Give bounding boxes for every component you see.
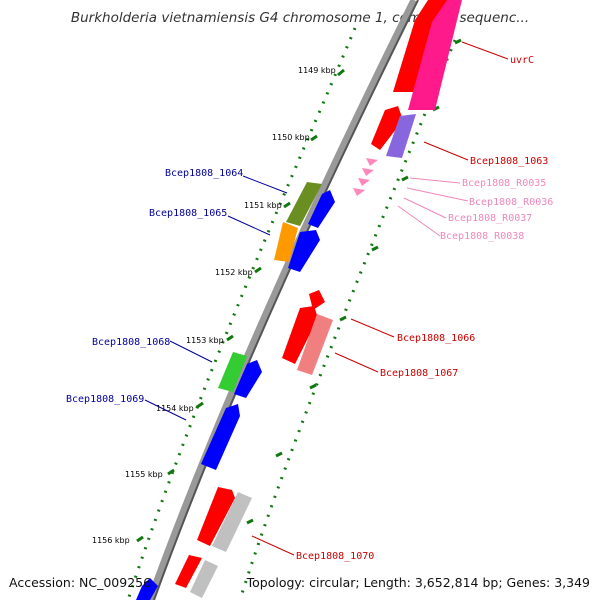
- rna-0037: [358, 178, 370, 186]
- outer-tick-h: [246, 518, 254, 525]
- tick-1152: [254, 266, 262, 274]
- leader-1063: [423, 141, 469, 161]
- gene-1068-blue: [234, 360, 262, 398]
- gene-1064-blue: [308, 190, 335, 228]
- label-1065: Bcep1808_1065: [149, 208, 227, 219]
- leader-r0038: [397, 205, 441, 237]
- gene-1067: [297, 314, 333, 375]
- label-r0038: Bcep1808_R0038: [440, 231, 524, 242]
- leader-1070: [251, 535, 295, 556]
- tick-label-1153: 1153 kbp: [186, 336, 224, 345]
- tick-1149: [337, 68, 345, 77]
- reverse-genes: [136, 182, 335, 600]
- leader-1066: [350, 318, 395, 338]
- gene-next-gray: [190, 560, 218, 598]
- leader-1067: [334, 352, 379, 373]
- gene-next-blue: [136, 578, 158, 600]
- gene-uvrC-pink: [408, 0, 462, 110]
- gene-1065-blue: [288, 230, 320, 272]
- tick-label-1152: 1152 kbp: [215, 268, 253, 277]
- rna-0038: [353, 188, 365, 196]
- outer-tick-d: [371, 245, 379, 252]
- label-1067: Bcep1808_1067: [380, 368, 458, 379]
- outer-tick-c: [401, 175, 409, 182]
- outer-tick-a: [454, 38, 462, 45]
- tick-1155: [167, 468, 175, 476]
- accession-text: Accession: NC_009256: [9, 575, 152, 590]
- tick-label-1150: 1150 kbp: [272, 133, 310, 142]
- topology-text: Topology: circular; Length: 3,652,814 bp…: [246, 575, 590, 590]
- label-1068: Bcep1808_1068: [92, 337, 170, 348]
- label-1066: Bcep1808_1066: [397, 333, 475, 344]
- gene-labels: uvrC Bcep1808_1063 Bcep1808_R0035 Bcep18…: [66, 55, 553, 562]
- gene-1069: [201, 404, 240, 470]
- tick-1150: [310, 134, 318, 142]
- outer-tick-f: [309, 383, 317, 390]
- label-r0035: Bcep1808_R0035: [462, 178, 546, 189]
- gene-next-red: [175, 555, 202, 588]
- rna-0035: [366, 158, 378, 166]
- tick-1153: [226, 334, 234, 342]
- leader-1069: [144, 399, 187, 421]
- leader-uvrC: [461, 41, 509, 60]
- forward-genes: [175, 0, 462, 598]
- gene-1066: [282, 306, 318, 364]
- outer-tick-ring: [238, 39, 457, 600]
- rna-0036: [362, 168, 374, 176]
- gene-1065: [274, 222, 298, 262]
- label-uvrC: uvrC: [510, 55, 534, 66]
- tick-1151: [283, 201, 291, 209]
- leader-r0036: [406, 187, 469, 202]
- tick-labels: 1149 kbp 1150 kbp 1151 kbp 1152 kbp 1153…: [92, 66, 336, 545]
- outer-tick-e: [339, 315, 347, 322]
- gene-1068: [218, 352, 247, 392]
- gene-1063-purple: [386, 114, 416, 158]
- tick-1154: [196, 401, 204, 409]
- label-1064: Bcep1808_1064: [165, 168, 243, 179]
- outer-tick-g: [275, 451, 283, 458]
- label-r0036: Bcep1808_R0036: [469, 197, 553, 208]
- leader-1064: [242, 175, 288, 194]
- gene-1066-small: [309, 290, 325, 310]
- label-r0037: Bcep1808_R0037: [448, 213, 532, 224]
- label-1063: Bcep1808_1063: [470, 156, 548, 167]
- chromosome-backbone: [146, 0, 418, 600]
- label-1070: Bcep1808_1070: [296, 551, 374, 562]
- leader-r0035: [409, 177, 461, 184]
- gene-1070-gray: [212, 492, 252, 552]
- leader-lines: [144, 41, 509, 556]
- chromosome-backbone-shadow: [153, 0, 419, 600]
- gene-1063-red: [371, 106, 403, 150]
- gene-1070: [197, 487, 235, 546]
- tick-marks: [136, 38, 462, 543]
- tick-label-1155: 1155 kbp: [125, 470, 163, 479]
- label-1069: Bcep1808_1069: [66, 394, 144, 405]
- tick-1156: [136, 535, 144, 543]
- gene-1064: [286, 182, 322, 226]
- tick-label-1149: 1149 kbp: [298, 66, 336, 75]
- leader-1068: [169, 340, 213, 363]
- tick-label-1151: 1151 kbp: [244, 201, 282, 210]
- tick-label-1154: 1154 kbp: [156, 404, 194, 413]
- tick-label-1156: 1156 kbp: [92, 536, 130, 545]
- leader-1065: [227, 215, 271, 236]
- leader-r0037: [403, 197, 447, 219]
